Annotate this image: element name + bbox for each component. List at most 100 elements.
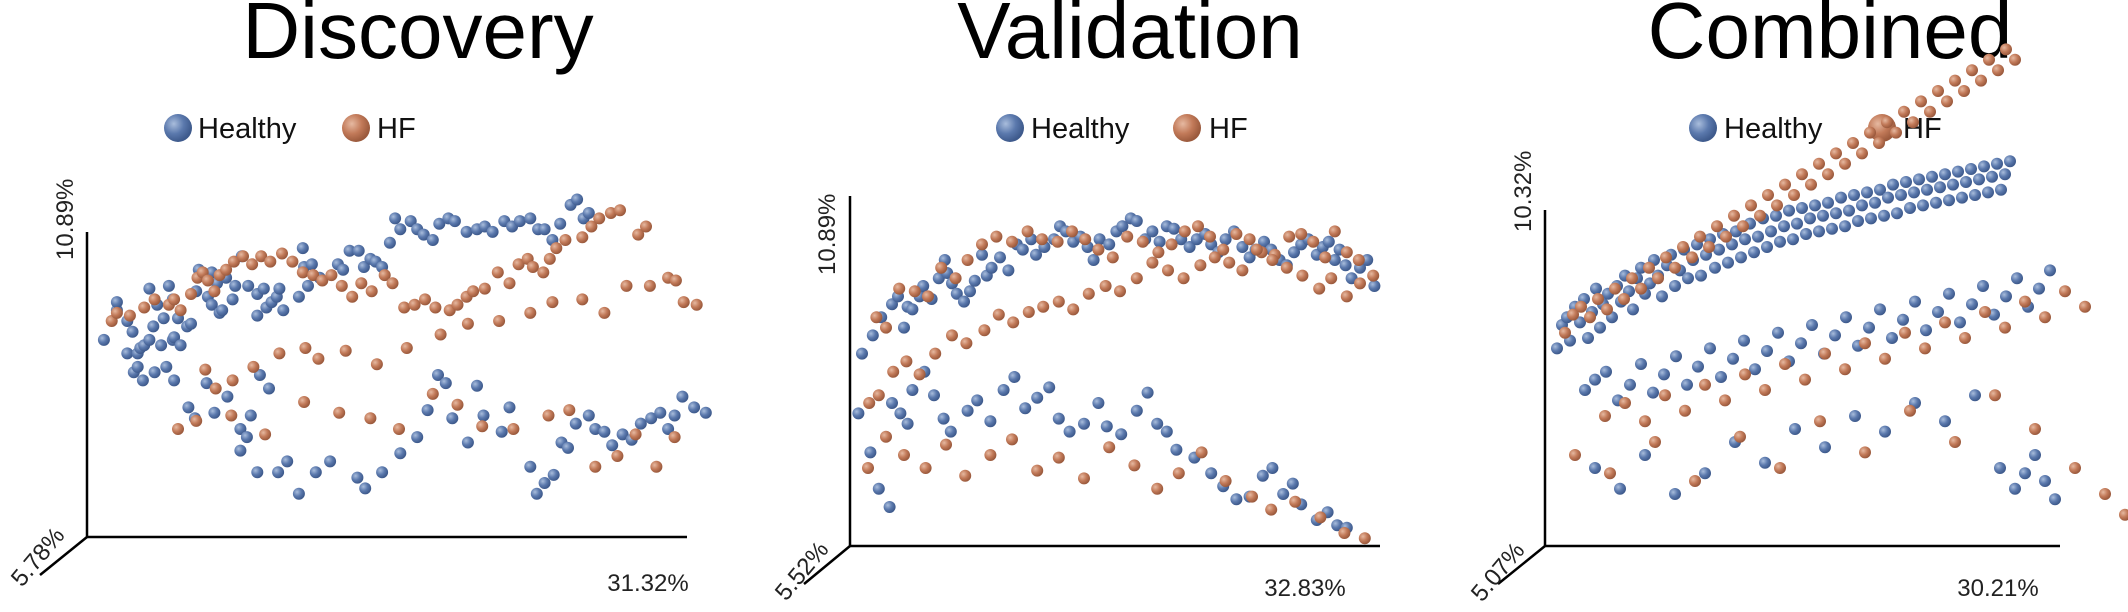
data-point-hf	[946, 329, 958, 342]
data-point-hf	[1779, 358, 1791, 370]
data-point-healthy	[562, 441, 574, 454]
panel-title-validation: Validation	[957, 0, 1302, 75]
data-point-hf	[1639, 415, 1651, 428]
data-point-healthy	[1016, 243, 1029, 256]
data-point-healthy	[446, 412, 459, 425]
legend-validation: Healthy HF	[996, 113, 1248, 145]
data-point-hf	[1314, 511, 1327, 524]
data-point-hf	[543, 252, 556, 265]
data-point-hf	[1006, 235, 1018, 248]
data-point-healthy	[1839, 220, 1851, 233]
data-point-hf	[1319, 251, 1332, 264]
data-point-hf	[138, 301, 151, 314]
data-point-healthy	[1774, 235, 1786, 248]
data-point-hf	[1328, 225, 1341, 238]
data-point-hf	[1178, 225, 1191, 238]
data-point-healthy	[538, 477, 551, 489]
data-point-hf	[1121, 230, 1134, 243]
data-point-hf	[1204, 230, 1216, 243]
data-point-healthy	[1852, 215, 1864, 227]
data-point-hf	[393, 423, 405, 435]
data-point-healthy	[244, 409, 257, 422]
data-point-hf	[862, 462, 874, 474]
data-point-healthy	[1791, 217, 1803, 230]
data-point-healthy	[1699, 467, 1711, 480]
data-point-healthy	[168, 331, 181, 344]
data-point-healthy	[337, 263, 350, 276]
data-point-healthy	[1219, 233, 1232, 246]
data-point-healthy	[1800, 228, 1812, 240]
data-point-hf	[526, 261, 539, 273]
data-point-hf	[419, 293, 431, 306]
data-point-healthy	[477, 409, 490, 422]
data-point-hf	[451, 298, 464, 311]
data-point-hf	[365, 285, 378, 298]
data-point-healthy	[1168, 222, 1180, 235]
data-point-healthy	[1960, 176, 1972, 188]
data-point-healthy	[1956, 191, 1968, 204]
data-point-healthy	[1783, 204, 1795, 217]
data-point-hf	[208, 285, 221, 298]
panel-validation: Validation Healthy HF 10.89% 32.83% 5.52…	[770, 0, 1381, 606]
data-point-hf	[503, 277, 516, 290]
data-point-healthy	[1709, 261, 1721, 274]
data-point-healthy	[143, 333, 156, 346]
data-point-hf	[1898, 105, 1910, 118]
legend-marker-healthy	[996, 114, 1024, 142]
data-point-hf	[237, 250, 249, 263]
data-point-healthy	[1258, 235, 1270, 248]
data-point-healthy	[1063, 425, 1076, 438]
data-point-healthy	[208, 406, 221, 419]
data-point-hf	[172, 423, 184, 435]
data-point-healthy	[205, 298, 218, 311]
data-point-healthy	[1978, 160, 1990, 173]
data-point-healthy	[1205, 467, 1218, 480]
data-point-healthy	[1286, 477, 1299, 490]
data-point-healthy	[1770, 209, 1782, 222]
data-point-hf	[1915, 95, 1927, 108]
data-point-healthy	[1861, 186, 1873, 199]
legend-marker-hf	[342, 114, 370, 142]
scatter-points-validation	[852, 212, 1381, 545]
data-point-hf	[524, 306, 537, 319]
data-point-hf	[1136, 235, 1149, 248]
data-point-healthy	[448, 215, 461, 228]
data-point-hf	[1575, 300, 1587, 313]
data-point-hf	[611, 450, 624, 462]
scatter-points-combined	[1551, 43, 2128, 521]
data-point-healthy	[302, 279, 314, 292]
data-point-hf	[2069, 462, 2081, 474]
data-point-hf	[2009, 53, 2021, 66]
axis-label-y-validation: 10.89%	[814, 194, 841, 275]
data-point-hf	[990, 230, 1003, 243]
data-point-hf	[1146, 256, 1159, 269]
data-point-hf	[1939, 316, 1951, 329]
data-point-healthy	[1103, 238, 1116, 251]
data-point-healthy	[439, 377, 452, 390]
data-point-hf	[1822, 168, 1834, 181]
data-point-healthy	[958, 295, 970, 308]
data-point-hf	[559, 234, 572, 246]
data-point-healthy	[1840, 311, 1852, 324]
data-point-healthy	[460, 225, 473, 238]
data-point-healthy	[1849, 410, 1861, 422]
data-point-healthy	[2019, 467, 2031, 480]
legend-discovery: Healthy HF	[164, 113, 416, 145]
data-point-healthy	[168, 374, 181, 387]
data-point-hf	[1796, 168, 1808, 181]
data-point-healthy	[1887, 178, 1899, 191]
data-point-healthy	[1930, 196, 1942, 209]
data-point-healthy	[1704, 342, 1716, 355]
data-point-hf	[585, 220, 598, 233]
data-point-hf	[1659, 389, 1671, 402]
data-point-hf	[1720, 230, 1732, 243]
data-point-healthy	[1966, 298, 1978, 311]
data-point-healthy	[906, 303, 919, 316]
data-point-hf	[940, 438, 952, 451]
data-point-healthy	[216, 304, 229, 317]
data-point-hf	[690, 298, 703, 311]
data-point-healthy	[1153, 235, 1166, 248]
data-point-healthy	[1778, 220, 1790, 233]
data-point-hf	[1734, 430, 1746, 443]
data-point-healthy	[1988, 308, 2000, 321]
